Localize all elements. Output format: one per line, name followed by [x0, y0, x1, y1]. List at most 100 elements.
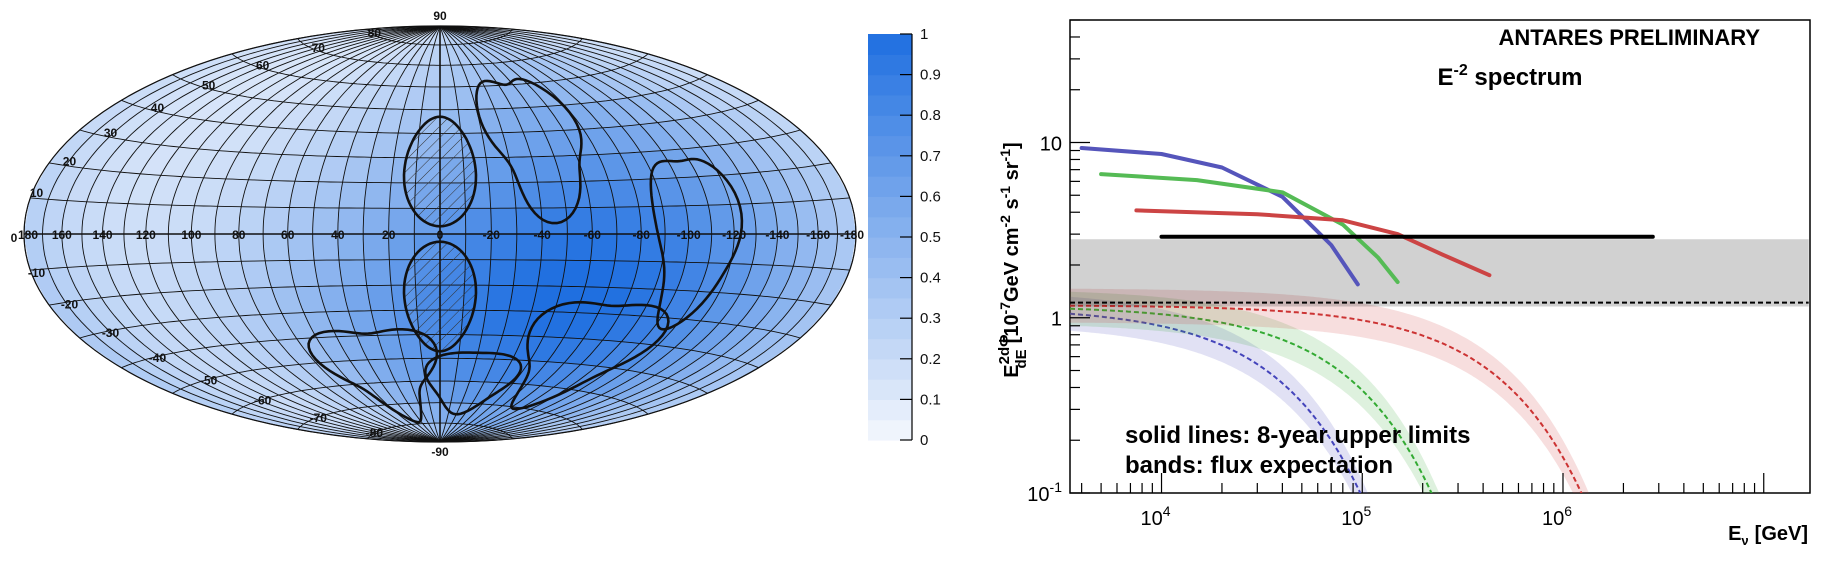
- x-axis-label: Eν [GeV]: [1728, 523, 1808, 548]
- flux-band: [1070, 239, 1809, 307]
- colorbar-tick-label: 0.9: [920, 67, 941, 84]
- longitude-tick-label: 140: [93, 228, 113, 242]
- contour-loop: [509, 300, 670, 411]
- latitude-tick-label: 20: [63, 155, 77, 169]
- flux-band: [1070, 296, 1368, 493]
- colorbar-segment: [868, 318, 912, 340]
- skymap-cell: [512, 259, 542, 287]
- skymap-outline: [23, 25, 857, 443]
- colorbar-tick-label: 0.2: [920, 351, 941, 368]
- latitude-tick-label: -80: [366, 426, 384, 440]
- colorbar-segment: [868, 419, 912, 441]
- svg-text:E2dΦdE[10-7GeV cm-2 s-1 sr-1]: E2dΦdE[10-7GeV cm-2 s-1 sr-1]: [996, 142, 1030, 377]
- parallel-line: [231, 53, 649, 88]
- skymap-cell: [313, 259, 343, 287]
- contour-loop: [423, 351, 523, 416]
- skymap-regions: [307, 77, 744, 424]
- colorbar-segment: [868, 237, 912, 258]
- y-tick-label: 10: [1040, 133, 1062, 155]
- longitude-tick-label: -160: [806, 228, 830, 242]
- longitude-tick-label: -60: [584, 228, 602, 242]
- x-tick-label: 104: [1140, 503, 1170, 530]
- plot-frame: [1069, 19, 1811, 494]
- skymap-cell: [363, 259, 392, 286]
- skymap-cell: [537, 181, 567, 209]
- skymap-cell: [488, 259, 517, 286]
- longitude-tick-label: -100: [677, 228, 701, 242]
- latitude-tick-label: 70: [312, 41, 326, 55]
- flux-band: [1070, 288, 1589, 493]
- upper-limit-line: [1099, 172, 1400, 284]
- colorbar-tick-label: 0: [920, 432, 928, 449]
- fermi-bubble-north: [402, 115, 478, 228]
- longitude-tick-label: -180: [840, 228, 864, 242]
- upper-limit-lines: [1079, 146, 1655, 287]
- chart-title: ANTARES PRELIMINARY: [1498, 25, 1760, 50]
- latitude-tick-label: 90: [433, 9, 447, 23]
- longitude-tick-label: 120: [136, 228, 156, 242]
- y-axis-label: E2dΦdE[10-7GeV cm-2 s-1 sr-1]: [996, 142, 1030, 377]
- colorbar-segment: [868, 94, 912, 116]
- longitude-tick-label: 60: [281, 228, 295, 242]
- parallel-line: [172, 74, 708, 111]
- contour-loop: [649, 157, 744, 331]
- longitude-tick-label: 80: [232, 228, 246, 242]
- skymap-panel: 180 160 140 120 100 80 60 40 20 0 -20 -40 -60 -80 -100…: [11, 9, 941, 459]
- longitude-tick-label: 180: [18, 228, 38, 242]
- parallel-line: [367, 28, 513, 46]
- fermi-bubble-south: [402, 240, 478, 353]
- colorbar-tick-label: 0.6: [920, 188, 941, 205]
- axis-ticks: 104 105 106 10-1 1 10: [1027, 19, 1765, 530]
- colorbar-segment: [868, 176, 912, 197]
- chart-subtitle: E-2 spectrum: [1438, 62, 1583, 91]
- annotation-bands: bands: flux expectation: [1125, 452, 1393, 479]
- colorbar-segment: [868, 74, 912, 96]
- spectrum-chart: 104 105 106 10-1 1 10 ANTARES PRELIMINARY E-2…: [996, 19, 1811, 548]
- parallel-line: [297, 402, 583, 430]
- colorbar-segment: [868, 399, 912, 421]
- skymap-chart: 180 160 140 120 100 80 60 40 20 0 -20 -40 -60 -80 -100…: [11, 9, 941, 459]
- flux-expectation-bands: [1070, 239, 1809, 493]
- latitude-tick-label: -10: [28, 266, 46, 280]
- skymap-cell: [488, 182, 517, 209]
- latitude-tick-label: 0: [11, 231, 18, 245]
- y-tick-label: 10-1: [1027, 479, 1062, 506]
- skymap-cell: [338, 181, 368, 209]
- colorbar-segment: [868, 54, 912, 76]
- y-tick-label: 1: [1051, 309, 1062, 331]
- colorbar: 0 0.1 0.2 0.3 0.4 0.5 0.6 0.7 0.8 0.9 1: [868, 26, 941, 449]
- longitude-tick-label: -20: [483, 228, 501, 242]
- colorbar-tick-label: 0.5: [920, 229, 941, 246]
- x-tick-label: 105: [1341, 503, 1371, 530]
- annotation-upper-limits: solid lines: 8-year upper limits: [1125, 422, 1470, 449]
- colorbar-segment: [868, 358, 912, 380]
- latitude-tick-label: -30: [102, 326, 120, 340]
- latitude-tick-label: -90: [431, 445, 449, 459]
- latitude-tick-label: 40: [151, 101, 165, 115]
- colorbar-segment: [868, 196, 912, 218]
- colorbar-segment: [868, 155, 912, 177]
- latitude-tick-label: -60: [254, 394, 272, 408]
- colorbar-tick-label: 0.7: [920, 148, 941, 165]
- longitude-tick-label: -120: [722, 228, 746, 242]
- latitude-tick-label: 30: [104, 126, 118, 140]
- colorbar-tick-label: 0.4: [920, 270, 941, 287]
- colorbar-segment: [868, 257, 912, 279]
- longitude-tick-label: 160: [52, 228, 72, 242]
- colorbar-segment: [868, 277, 912, 299]
- colorbar-segment: [868, 135, 912, 157]
- latitude-tick-label: -20: [61, 297, 79, 311]
- latitude-tick-label: 60: [256, 58, 270, 72]
- latitude-tick-label: -70: [310, 411, 328, 425]
- longitude-tick-label: 20: [382, 228, 396, 242]
- skymap-grid: [23, 25, 857, 443]
- colorbar-segment: [868, 297, 912, 319]
- colorbar-tick-label: 0.1: [920, 391, 941, 408]
- parallel-line: [297, 38, 583, 66]
- colorbar-segment: [868, 338, 912, 360]
- spectrum-panel: 104 105 106 10-1 1 10 ANTARES PRELIMINARY E-2…: [990, 0, 1828, 562]
- longitude-tick-label: -80: [633, 228, 651, 242]
- longitude-tick-label: 100: [181, 228, 201, 242]
- skymap-cell: [537, 259, 567, 287]
- longitude-tick-label: 40: [331, 228, 345, 242]
